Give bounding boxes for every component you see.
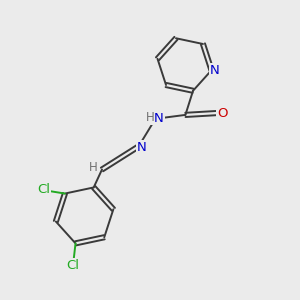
Text: Cl: Cl bbox=[37, 184, 50, 196]
Text: H: H bbox=[146, 111, 154, 124]
Text: N: N bbox=[154, 112, 164, 125]
Text: O: O bbox=[217, 106, 228, 120]
Text: H: H bbox=[88, 161, 98, 174]
Text: N: N bbox=[210, 64, 220, 77]
Text: N: N bbox=[137, 141, 146, 154]
Text: Cl: Cl bbox=[66, 260, 79, 272]
